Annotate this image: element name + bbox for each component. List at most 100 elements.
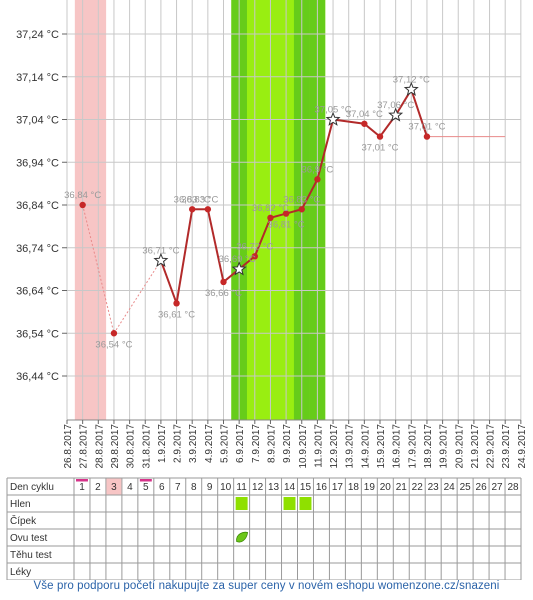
line-segment <box>159 260 178 304</box>
line-segment <box>332 118 365 125</box>
x-tick-label: 19.9.2017 <box>439 424 450 469</box>
star-point <box>388 107 404 122</box>
x-tick-label: 13.9.2017 <box>345 424 356 469</box>
footer-link[interactable]: Vše pro podporu početí nakupujte za supe… <box>33 580 500 592</box>
point-label: 36,81 °C <box>268 220 305 231</box>
star-point <box>403 81 419 96</box>
point-label: 36,72 °C <box>236 241 273 252</box>
point-label: 36,84 °C <box>64 190 101 201</box>
cycle-day-number: 24 <box>444 482 456 493</box>
x-tick-label: 9.9.2017 <box>282 424 293 463</box>
cycle-day-number: 21 <box>396 482 408 493</box>
x-tick-label: 18.9.2017 <box>423 424 434 469</box>
point-label: 36,69 °C <box>219 254 256 265</box>
cycle-start-marker <box>76 479 88 482</box>
x-tick-label: 12.9.2017 <box>329 424 340 469</box>
y-tick-label: 36,44 °C <box>16 371 59 383</box>
leaf-icon <box>236 531 249 543</box>
line-segment <box>300 178 319 210</box>
line-segment <box>363 123 381 138</box>
data-point <box>173 300 180 307</box>
table-row-label: Den cyklu <box>10 482 54 493</box>
point-label: 37,05 °C <box>315 105 352 116</box>
table-row-label: Čípek <box>10 514 37 527</box>
x-tick-label: 20.9.2017 <box>454 424 465 469</box>
temperature-line <box>82 89 506 334</box>
data-point <box>267 214 274 222</box>
cycle-day-number: 14 <box>284 482 296 493</box>
x-axis: 26.8.2017 27.8.2017 28.8.2017 29.8.2017 30.8… <box>63 420 528 469</box>
y-tick-label: 36,64 °C <box>16 286 59 298</box>
y-tick-label: 36,94 °C <box>16 157 59 169</box>
line-segment <box>175 209 194 304</box>
cycle-day-number: 2 <box>95 482 101 493</box>
cycle-day-number: 5 <box>143 482 149 493</box>
x-tick-label: 4.9.2017 <box>204 424 215 463</box>
cycle-day-number: 20 <box>380 482 392 493</box>
data-point <box>251 253 258 260</box>
x-tick-label: 16.9.2017 <box>392 424 403 469</box>
x-tick-label: 1.9.2017 <box>157 424 168 463</box>
point-label: 36,71 °C <box>142 246 179 257</box>
data-point <box>110 330 118 337</box>
chart-bands <box>74 0 326 420</box>
line-segment <box>113 260 162 334</box>
cycle-day-number: 23 <box>428 482 440 493</box>
point-label: 37,04 °C <box>346 109 383 120</box>
cycle-start-marker <box>139 479 152 482</box>
highlight-cell <box>106 478 122 495</box>
hlen-marker <box>299 497 312 510</box>
point-label: 37,12 °C <box>393 75 430 86</box>
temperature-points <box>79 81 431 337</box>
x-tick-label: 7.9.2017 <box>251 424 262 463</box>
cycle-day-number: 16 <box>316 482 328 493</box>
data-point <box>282 210 290 217</box>
star-point <box>325 111 341 126</box>
data-point <box>314 176 321 183</box>
x-tick-label: 22.9.2017 <box>486 424 497 469</box>
cycle-day-number: 18 <box>348 482 360 493</box>
x-tick-label: 10.9.2017 <box>298 424 309 469</box>
x-tick-label: 24.9.2017 <box>517 424 528 469</box>
point-label: 36,83 °C <box>181 194 218 205</box>
data-point <box>204 206 212 213</box>
point-label: 36,54 °C <box>95 339 132 350</box>
line-segment <box>316 119 335 180</box>
cycle-day-number: 3 <box>111 482 117 493</box>
point-label: 37,01 °C <box>361 143 398 154</box>
star-point <box>153 252 169 267</box>
x-tick-label: 17.9.2017 <box>407 424 418 469</box>
x-tick-label: 6.9.2017 <box>235 424 246 463</box>
x-tick-label: 27.8.2017 <box>79 424 90 469</box>
y-axis: 36,44 °C 36,54 °C 36,64 °C 36,74 °C 36,84 °C… <box>16 29 67 383</box>
data-point <box>79 201 86 209</box>
bbt-chart: 36,44 °C 36,54 °C 36,64 °C 36,74 °C 36,84 °C… <box>6 0 528 580</box>
x-tick-label: 29.8.2017 <box>110 424 121 469</box>
data-point <box>220 278 227 286</box>
cycle-day-number: 8 <box>191 482 197 493</box>
cycle-day-number: 10 <box>220 482 232 493</box>
cycle-day-number: 4 <box>127 482 133 493</box>
line-segment <box>206 209 225 283</box>
x-tick-label: 11.9.2017 <box>313 424 324 468</box>
cycle-day-number: 6 <box>159 482 165 493</box>
cycle-day-number: 17 <box>332 482 344 493</box>
line-segment <box>253 217 272 257</box>
data-point <box>189 206 196 213</box>
data-point <box>361 120 368 127</box>
point-label: 36,61 °C <box>158 309 195 320</box>
cycle-day-number: 11 <box>236 482 247 493</box>
line-segment <box>410 89 428 137</box>
x-tick-label: 15.9.2017 <box>376 424 387 469</box>
point-label: 37,06 °C <box>377 100 414 111</box>
table-row-label: Hlen <box>10 499 31 510</box>
y-tick-label: 37,24 °C <box>16 29 59 41</box>
table-row-label: Těhu test <box>10 550 52 561</box>
cycle-day-number: 15 <box>300 482 312 493</box>
point-label: 36,9 °C <box>302 164 334 175</box>
point-label: 36,83 °C <box>174 194 211 205</box>
x-tick-label: 31.8.2017 <box>141 424 152 469</box>
data-point <box>298 206 305 213</box>
hlen-marker <box>283 497 296 510</box>
data-point <box>376 133 384 140</box>
